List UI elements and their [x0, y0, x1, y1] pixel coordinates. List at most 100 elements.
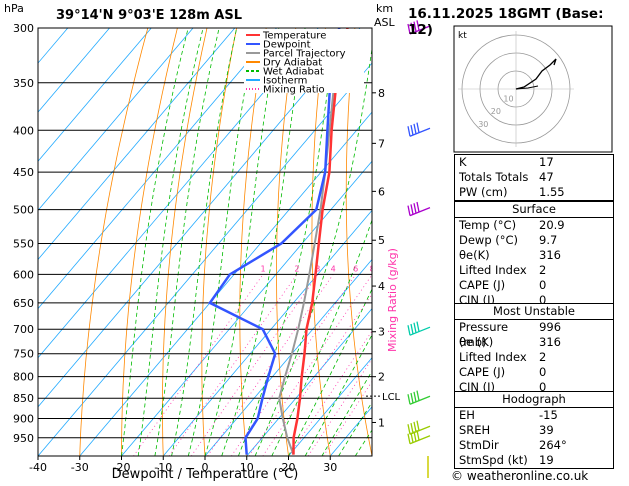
dewpoint-line — [208, 28, 341, 455]
legend-entry: Dewpoint — [263, 40, 311, 51]
k-index-value: 17 — [539, 155, 554, 169]
surface-label: Lifted Index — [459, 263, 527, 277]
km-tick-label: 1 — [378, 416, 385, 429]
dry-adiabat-line — [161, 28, 208, 456]
hodograph-ring-label: 20 — [491, 107, 501, 116]
dry-adiabat-line — [621, 28, 629, 456]
surface-row: Temp (°C) 20.9 — [455, 217, 613, 233]
totals-totals-label: Totals Totals — [459, 170, 529, 184]
parcel-trajectory-line — [278, 28, 341, 455]
k-index-row: K 17 — [455, 155, 613, 170]
most-unstable-label: Pressure (mb) — [459, 320, 509, 349]
most-unstable-value: 0 — [539, 365, 547, 379]
most-unstable-label: CIN (J) — [459, 380, 496, 394]
hodograph-row: StmSpd (kt) 19 — [455, 453, 613, 468]
x-tick-label: 0 — [202, 461, 209, 474]
wet-adiabat-line — [221, 28, 306, 456]
pressure-tick-label: 700 — [13, 323, 34, 336]
isotherm-line — [38, 28, 194, 212]
isotherm-line — [38, 28, 110, 113]
most-unstable-table: Most Unstable Pressure (mb) 996 θe (K) 316 L… — [454, 303, 614, 396]
x-tick-label: 20 — [282, 461, 296, 474]
mixing-ratio-label: 15 — [405, 264, 415, 273]
indices-table: K 17 Totals Totals 47 PW (cm) 1.55 — [454, 154, 614, 201]
hodograph-storm-motion — [515, 85, 539, 90]
x-tick-label: -40 — [29, 461, 47, 474]
hodograph-table: Hodograph EH -15 SREH 39 StmDir 264° StmSpd (k… — [454, 391, 614, 469]
surface-row: Dewp (°C) 9.7 — [455, 233, 613, 248]
k-index-label: K — [459, 155, 467, 169]
mixing-ratio-label: 20 — [423, 264, 433, 273]
km-label: km — [376, 2, 393, 15]
mixing-ratio-line — [307, 358, 372, 456]
hodograph-value: 39 — [539, 423, 554, 437]
mixing-ratio-label: 8 — [370, 264, 375, 273]
hodograph-title: Hodograph — [502, 392, 566, 406]
datetime-title: 16.11.2025 18GMT (Base: 12) — [408, 6, 604, 38]
most-unstable-row: Lifted Index 2 — [455, 350, 613, 365]
isotherm-line — [38, 28, 152, 162]
asl-label: ASL — [374, 16, 396, 29]
pressure-tick-label: 800 — [13, 371, 34, 384]
dry-adiabat-line — [79, 28, 149, 456]
most-unstable-title: Most Unstable — [493, 304, 575, 318]
x-tick-label: 30 — [323, 461, 337, 474]
x-tick-label: -20 — [113, 461, 131, 474]
isotherm-line — [38, 28, 361, 408]
pressure-tick-label: 450 — [13, 166, 34, 179]
legend-entry: Wet Adiabat — [263, 67, 324, 78]
pressure-tick-label: 500 — [13, 204, 34, 217]
wet-adiabat-line — [304, 334, 372, 456]
hodograph-label: StmDir — [459, 438, 499, 452]
dry-adiabat-line — [412, 28, 456, 456]
surface-label: Dewp (°C) — [459, 233, 519, 247]
wet-adiabat-line — [154, 28, 220, 456]
isotherm-line — [38, 62, 372, 456]
footer-credit[interactable]: © weatheronline.co.uk — [451, 469, 589, 483]
surface-value: 0 — [539, 293, 547, 307]
dry-adiabat-line — [121, 28, 178, 456]
wet-adiabat-line — [171, 28, 238, 456]
totals-totals-value: 47 — [539, 170, 554, 184]
pressure-tick-label: 600 — [13, 268, 34, 281]
pw-label: PW (cm) — [459, 185, 508, 199]
legend-entry: Parcel Trajectory — [263, 49, 346, 60]
pressure-tick-label: 400 — [13, 124, 34, 137]
hodograph-value: -15 — [539, 408, 558, 422]
location-title: 39°14'N 9°03'E 128m ASL — [56, 8, 242, 23]
most-unstable-row: CIN (J) 0 — [455, 380, 613, 395]
hodograph-row: EH -15 — [455, 407, 613, 423]
legend-entry: Temperature — [262, 31, 326, 42]
mixing-ratio-axis-label: Mixing Ratio (g/kg) — [386, 248, 399, 352]
hodograph-unit-label: kt — [458, 31, 467, 41]
mixing-ratio-label: 25 — [437, 264, 447, 273]
most-unstable-label: CAPE (J) — [459, 365, 506, 379]
mixing-ratio-label: 4 — [331, 264, 336, 273]
hodograph-row: StmDir 264° — [455, 438, 613, 453]
wind-barb — [407, 420, 431, 435]
totals-totals-row: Totals Totals 47 — [455, 170, 613, 185]
x-tick-label: 10 — [240, 461, 254, 474]
km-tick-label: 3 — [378, 326, 385, 339]
mixing-ratio-label: 1 — [261, 264, 266, 273]
pressure-tick-label: 950 — [13, 432, 34, 445]
legend-entry: Isotherm — [263, 76, 307, 87]
surface-label: CAPE (J) — [459, 278, 506, 292]
pressure-tick-label: 750 — [13, 348, 34, 361]
surface-row: CAPE (J) 0 — [455, 278, 613, 293]
surface-value: 20.9 — [539, 218, 565, 232]
pw-value: 1.55 — [539, 185, 565, 199]
km-tick-label: 7 — [378, 137, 385, 150]
x-tick-label: -10 — [154, 461, 172, 474]
surface-row: θe(K) 316 — [455, 248, 613, 263]
km-tick-label: 5 — [378, 234, 385, 247]
most-unstable-value: 996 — [539, 320, 562, 334]
hodograph-trace — [515, 58, 557, 90]
most-unstable-row: CAPE (J) 0 — [455, 365, 613, 380]
most-unstable-value: 2 — [539, 350, 547, 364]
km-tick-label: 8 — [378, 87, 385, 100]
temperature-line — [292, 28, 349, 455]
mixing-ratio-label: 6 — [353, 264, 358, 273]
pressure-tick-label: 650 — [13, 297, 34, 310]
surface-value: 9.7 — [539, 233, 558, 247]
